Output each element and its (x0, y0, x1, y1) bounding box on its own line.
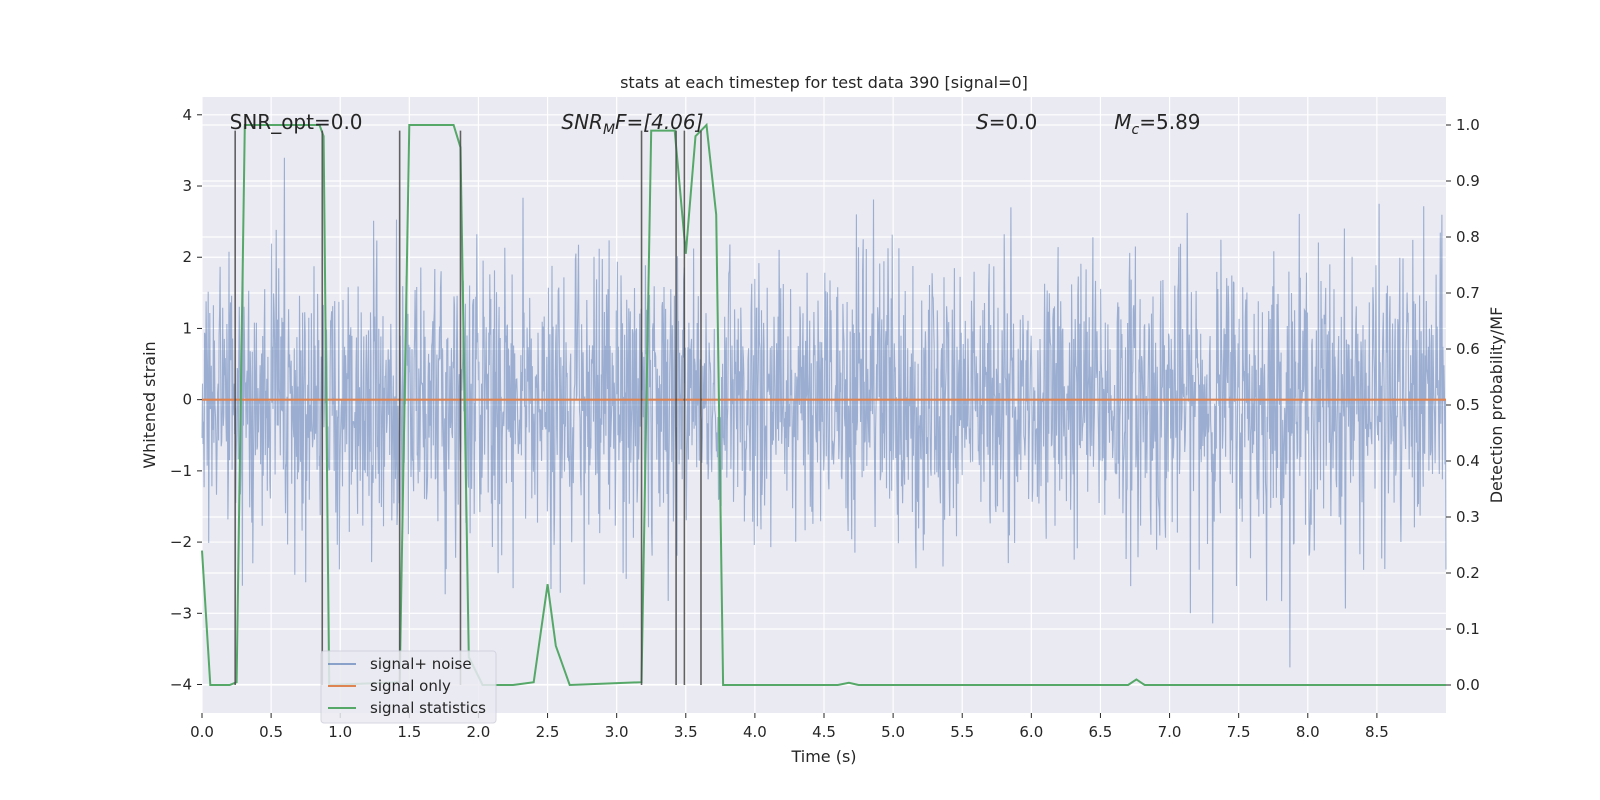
x-tick-label: 8.0 (1296, 723, 1320, 741)
annotations: SNR_opt=0.0 SNRMF=[4.06] S=0.0 Mc=5.89 (230, 110, 1201, 138)
signal-noise-line (201, 157, 1447, 668)
y-ticks: −4 −3 −2 −1 0 1 2 3 4 (170, 106, 202, 694)
x-tick-label: 6.5 (1089, 723, 1113, 741)
x-tick-label: 5.0 (881, 723, 905, 741)
x-tick-label: 8.5 (1365, 723, 1389, 741)
y-right-tick-label: 0.0 (1456, 676, 1480, 694)
annotation-main: S (976, 110, 989, 134)
annotation-main: SNR (561, 110, 603, 134)
y-tick-label: −3 (170, 604, 192, 622)
y-right-tick-label: 0.5 (1456, 396, 1480, 414)
x-tick-label: 4.5 (812, 723, 836, 741)
y-right-tick-label: 0.3 (1456, 508, 1480, 526)
y-right-tick-label: 0.6 (1456, 340, 1480, 358)
y-right-tick-label: 0.9 (1456, 172, 1480, 190)
legend-box (320, 650, 497, 724)
annotation-text: Mc=5.89 (1114, 110, 1200, 138)
y-tick-label: 1 (182, 319, 192, 337)
legend-label: signal only (370, 677, 451, 695)
annotation-text: S=0.0 (976, 110, 1037, 134)
y-right-tick-label: 0.2 (1456, 564, 1480, 582)
y-tick-label: 4 (182, 106, 192, 124)
x-tick-label: 1.5 (397, 723, 421, 741)
y-axis-label-right: Detection probability/MF (1487, 307, 1506, 504)
y-right-tick-label: 0.4 (1456, 452, 1480, 470)
y-right-tick-label: 0.1 (1456, 620, 1480, 638)
y-ticks-right: 0.0 0.1 0.2 0.3 0.4 0.5 0.6 0.7 0.8 0.9 1.0 (1446, 116, 1480, 694)
x-axis-label: Time (s) (790, 747, 856, 766)
x-tick-label: 3.5 (674, 723, 698, 741)
annotation-main: SNR_opt=0.0 (230, 110, 363, 134)
x-tick-label: 6.0 (1019, 723, 1043, 741)
x-tick-label: 1.0 (328, 723, 352, 741)
legend: signal+ noise signal only signal statistic… (320, 650, 497, 724)
annotation-text: SNR_opt=0.0 (230, 110, 363, 134)
legend-label: signal statistics (370, 699, 486, 717)
x-tick-label: 2.0 (467, 723, 491, 741)
annotation-main: M (1114, 110, 1131, 134)
x-tick-label: 5.5 (950, 723, 974, 741)
y-tick-label: 2 (182, 248, 192, 266)
annotation-text: SNRMF=[4.06] (561, 110, 703, 138)
x-ticks: 0.0 0.5 1.0 1.5 2.0 2.5 3.0 3.5 4.0 4.5 5.0 5.5 6.0 6… (190, 713, 1389, 741)
chart-title: stats at each timestep for test data 390… (620, 73, 1028, 92)
x-tick-label: 0.5 (259, 723, 283, 741)
y-axis-label: Whitened strain (140, 341, 159, 468)
y-tick-label: −4 (170, 676, 192, 694)
marker-lines (234, 130, 702, 685)
signal-noise-series (201, 157, 1447, 668)
x-tick-label: 4.0 (743, 723, 767, 741)
x-tick-label: 7.0 (1158, 723, 1182, 741)
y-right-tick-label: 0.7 (1456, 284, 1480, 302)
y-tick-label: −1 (170, 462, 192, 480)
annotation-subscript: M (603, 122, 615, 138)
annotation-tail: =0.0 (989, 110, 1038, 134)
annotation-tail: =5.89 (1139, 110, 1200, 134)
y-right-tick-label: 1.0 (1456, 116, 1480, 134)
legend-label: signal+ noise (370, 655, 472, 673)
y-tick-label: −2 (170, 533, 192, 551)
y-right-tick-label: 0.8 (1456, 228, 1480, 246)
x-tick-label: 7.5 (1227, 723, 1251, 741)
y-tick-label: 3 (182, 177, 192, 195)
annotation-subscript: c (1132, 122, 1140, 138)
x-tick-label: 0.0 (190, 723, 214, 741)
x-tick-label: 2.5 (536, 723, 560, 741)
x-tick-label: 3.0 (605, 723, 629, 741)
annotation-tail: F=[4.06] (615, 110, 703, 134)
y-tick-label: 0 (182, 391, 192, 409)
